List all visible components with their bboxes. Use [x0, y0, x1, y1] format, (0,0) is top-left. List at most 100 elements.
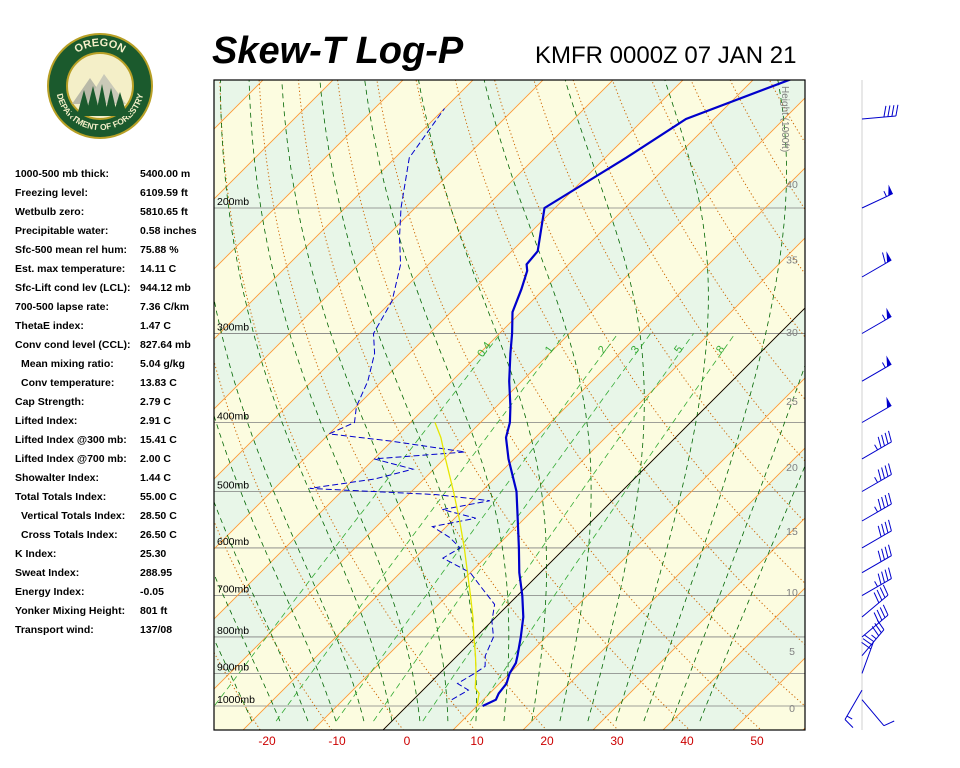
pressure-label: 600mb [217, 536, 249, 548]
index-label: Lifted Index @700 mb: [15, 453, 127, 465]
index-label: 700-500 lapse rate: [15, 301, 109, 313]
x-tick-label: 50 [750, 734, 764, 748]
temperature-profile [482, 80, 793, 707]
index-label: Precipitable water: [15, 225, 109, 237]
x-tick-label: -10 [328, 734, 346, 748]
index-label: Lifted Index: [15, 415, 78, 427]
index-row: Lifted Index @300 mb: 15.41 C [15, 434, 215, 453]
index-value: 1.44 C [140, 472, 171, 484]
moist-adiabat-line [643, 80, 787, 722]
index-label: Showalter Index: [15, 472, 100, 484]
index-row: Energy Index: -0.05 [15, 586, 215, 605]
index-label: Vertical Totals Index: [21, 510, 126, 522]
mixing-ratio-label: 2 [596, 344, 609, 356]
mixing-ratio-label: 8 [714, 344, 727, 356]
index-value: 288.95 [140, 567, 173, 579]
index-row: Est. max temperature: 14.11 C [15, 263, 215, 282]
mixing-ratio-line [214, 333, 502, 708]
mixing-ratio-label: 5 [672, 344, 685, 356]
index-value: 7.36 C/km [140, 301, 190, 313]
height-tick-label: 30 [786, 327, 798, 339]
dry-adiabat-line [848, 80, 960, 736]
index-label: Wetbulb zero: [15, 206, 85, 218]
dry-adiabat-line [926, 80, 960, 736]
height-tick-label: 35 [786, 255, 798, 267]
mixing-ratio-line [373, 333, 651, 722]
pressure-label: 300mb [217, 321, 249, 333]
isotherm-line [214, 80, 614, 480]
index-label: ThetaE index: [15, 320, 84, 332]
dry-adiabat-line [572, 80, 805, 462]
index-row: Total Totals Index: 55.00 C [15, 491, 215, 510]
isotherm-line [452, 377, 805, 730]
mixing-ratio-label: 1 [543, 344, 556, 356]
pressure-labels: 200mb 300mb 400mb 500mb 600mb 700mb 800mb 900mb… [217, 196, 255, 706]
dry-adiabat-line [887, 80, 960, 736]
isotherm-line [214, 80, 334, 200]
index-row: Lifted Index: 2.91 C [15, 415, 215, 434]
isotherm-line [242, 167, 805, 730]
wind-barb [861, 604, 889, 638]
wind-barb [861, 251, 892, 278]
index-value: 6109.59 ft [140, 187, 188, 199]
x-tick-label: 0 [404, 734, 411, 748]
pressure-label: 800mb [217, 625, 249, 637]
mixing-ratio-line [470, 333, 736, 722]
zero-isotherm-line [382, 307, 805, 730]
x-tick-label: 40 [680, 734, 694, 748]
index-row: Conv temperature: 13.83 C [15, 377, 215, 396]
index-row: Precipitable water: 0.58 inches [15, 225, 215, 244]
wind-barb [861, 184, 894, 209]
moist-adiabat-line [281, 80, 449, 722]
isotherm-line [312, 237, 805, 730]
dry-adiabat-line [809, 80, 960, 736]
index-value: -0.05 [140, 586, 164, 598]
wind-barb [844, 689, 863, 728]
index-row: Sfc-Lift cond lev (LCL): 944.12 mb [15, 282, 215, 301]
index-label: Energy Index: [15, 586, 85, 598]
mixing-ratio-line [422, 333, 694, 722]
moist-adiabat-line [671, 364, 805, 722]
index-label: Conv cond level (CCL): [15, 339, 131, 351]
index-row: Conv cond level (CCL): 827.64 mb [15, 339, 215, 358]
wind-barb [861, 430, 892, 460]
index-label: K Index: [15, 548, 57, 560]
index-value: 26.50 C [140, 529, 177, 541]
pressure-label: 200mb [217, 196, 249, 208]
index-value: 75.88 % [140, 244, 179, 256]
height-tick-label: 5 [789, 646, 795, 658]
station-time-label: KMFR 0000Z 07 JAN 21 [535, 42, 797, 69]
index-value: 137/08 [140, 624, 173, 636]
index-label: Total Totals Index: [15, 491, 107, 503]
wind-barb [861, 584, 889, 618]
x-axis-ticks: -20 -10 0 10 20 30 40 50 [258, 734, 764, 748]
height-tick-label: 20 [786, 462, 798, 474]
mixing-ratio-line [335, 333, 619, 722]
moist-adiabat-line [418, 80, 547, 722]
isotherm-line [214, 80, 684, 550]
plot-frame [213, 79, 806, 731]
index-row: Sweat Index: 288.95 [15, 567, 215, 586]
dewpoint-profile [309, 108, 496, 701]
index-value: 0.58 inches [140, 225, 197, 237]
index-row: Wetbulb zero: 5810.65 ft [15, 206, 215, 225]
isotherm-line [662, 587, 805, 730]
index-value: 5.04 g/kg [140, 358, 185, 370]
wind-barb [861, 634, 875, 674]
moist-adiabat-line [483, 80, 592, 722]
height-tick-label: 15 [786, 526, 798, 538]
wind-barb [861, 463, 892, 492]
wind-barb [861, 492, 892, 522]
stability-indices-panel: 1000-500 mb thick: 5400.00 m Freezing leve… [15, 168, 215, 643]
wind-barb [861, 396, 892, 423]
dry-adiabat-line [214, 359, 404, 730]
index-value: 1.47 C [140, 320, 171, 332]
mixing-ratio-lines [214, 333, 736, 722]
index-label: Est. max temperature: [15, 263, 126, 275]
isotherm-line [214, 97, 805, 690]
index-row: Sfc-500 mean rel hum: 75.88 % [15, 244, 215, 263]
pressure-label: 700mb [217, 584, 249, 596]
sounding-profiles [309, 80, 793, 707]
chart-title: Skew-T Log-P [212, 30, 464, 72]
isotherm-line [214, 80, 404, 270]
